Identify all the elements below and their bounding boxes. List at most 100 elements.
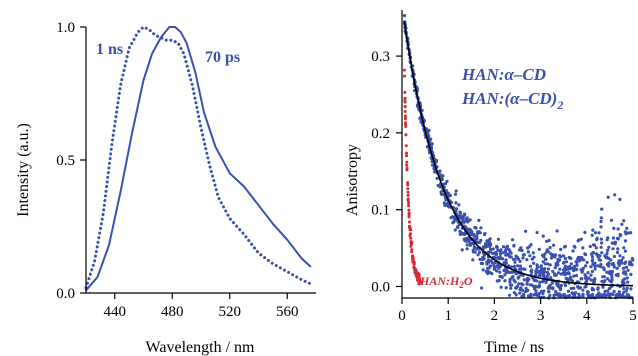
anisotropy-point-cd — [552, 243, 556, 247]
anisotropy-point-cd — [503, 273, 507, 277]
anisotropy-point-cd — [488, 250, 492, 254]
anisotropy-point-cd — [610, 273, 614, 277]
anisotropy-point-cd — [542, 255, 546, 259]
anisotropy-point-cd — [585, 279, 589, 283]
anisotropy-point-cd — [562, 269, 566, 273]
anisotropy-point-cd — [513, 280, 517, 284]
anisotropy-point-cd — [624, 265, 629, 269]
anisotropy-point-cd — [543, 257, 548, 261]
anisotropy-point-cd — [521, 256, 525, 260]
anisotropy-point-cd — [491, 247, 495, 251]
anisotropy-point-cd — [617, 263, 621, 267]
anisotropy-point-cd — [586, 290, 590, 294]
anisotropy-point-cd — [590, 252, 594, 256]
anisotropy-point-cd — [566, 289, 571, 293]
anisotropy-point-cd — [550, 281, 554, 285]
anisotropy-point-cd — [433, 170, 437, 174]
anisotropy-point-cd — [481, 261, 485, 266]
anisotropy-point-h2o — [404, 144, 408, 148]
anisotropy-point-cd — [523, 267, 527, 271]
anisotropy-point-cd — [558, 254, 562, 258]
right-y-tick-label: 0.2 — [371, 126, 390, 142]
anisotropy-point-cd — [599, 219, 603, 224]
left-annotation-70ps: 70 ps — [205, 49, 240, 66]
anisotropy-point-cd — [501, 257, 505, 261]
anisotropy-point-cd — [454, 189, 458, 193]
anisotropy-point-cd — [623, 249, 628, 253]
legend-han-alpha-cd: HAN:α–CD — [461, 65, 546, 84]
anisotropy-point-cd — [509, 265, 513, 269]
anisotropy-point-cd — [522, 253, 526, 257]
anisotropy-point-cd — [625, 226, 629, 230]
anisotropy-point-cd — [508, 278, 512, 282]
anisotropy-point-cd — [497, 249, 502, 253]
anisotropy-point-cd — [471, 258, 475, 262]
anisotropy-point-cd — [615, 266, 619, 270]
anisotropy-point-h2o — [408, 234, 412, 238]
anisotropy-point-cd — [499, 285, 503, 289]
anisotropy-point-cd — [489, 247, 493, 251]
anisotropy-point-cd — [442, 193, 446, 197]
left-x-axis-title: Wavelength / nm — [146, 339, 255, 356]
anisotropy-point-cd — [488, 237, 492, 241]
anisotropy-point-cd — [475, 235, 479, 239]
anisotropy-point-cd — [430, 163, 435, 167]
anisotropy-point-h2o — [409, 236, 413, 240]
left-x-tick-label: 480 — [161, 304, 184, 320]
anisotropy-point-cd — [561, 254, 566, 258]
anisotropy-point-cd — [543, 267, 547, 271]
anisotropy-point-cd — [450, 215, 454, 219]
anisotropy-point-h2o — [406, 193, 410, 197]
anisotropy-point-cd — [548, 263, 552, 267]
anisotropy-point-cd — [602, 275, 606, 279]
anisotropy-point-cd — [624, 272, 628, 276]
anisotropy-point-h2o — [411, 258, 415, 261]
anisotropy-point-h2o — [407, 212, 411, 216]
anisotropy-point-cd — [537, 285, 541, 289]
anisotropy-point-cd — [562, 292, 566, 297]
anisotropy-point-cd — [575, 263, 579, 267]
anisotropy-point-cd — [587, 276, 591, 280]
anisotropy-point-cd — [547, 285, 551, 289]
anisotropy-point-cd — [495, 279, 499, 283]
anisotropy-point-cd — [519, 286, 523, 291]
anisotropy-point-cd — [544, 280, 548, 284]
anisotropy-point-h2o — [405, 151, 408, 155]
anisotropy-point-cd — [563, 256, 568, 261]
anisotropy-point-cd — [622, 270, 626, 274]
anisotropy-point-cd — [478, 257, 482, 261]
anisotropy-point-cd — [504, 286, 508, 290]
anisotropy-point-cd — [452, 220, 456, 224]
right-x-tick-label: 1 — [444, 308, 452, 324]
anisotropy-point-cd — [494, 250, 498, 255]
anisotropy-point-cd — [594, 246, 598, 250]
anisotropy-point-h2o — [410, 250, 414, 254]
anisotropy-point-cd — [614, 273, 618, 277]
anisotropy-point-cd — [556, 257, 560, 261]
anisotropy-point-cd — [626, 280, 630, 284]
anisotropy-point-cd — [562, 245, 567, 249]
fit-curve — [403, 21, 633, 287]
anisotropy-point-cd — [619, 233, 623, 237]
anisotropy-point-cd — [454, 201, 458, 205]
anisotropy-point-cd — [508, 250, 512, 254]
anisotropy-point-cd — [512, 291, 517, 295]
anisotropy-point-cd — [551, 269, 555, 273]
left-axis-lines — [85, 27, 316, 294]
anisotropy-point-cd — [445, 179, 449, 183]
anisotropy-point-cd — [613, 193, 617, 197]
anisotropy-point-cd — [564, 276, 568, 281]
anisotropy-point-cd — [576, 285, 580, 289]
anisotropy-point-cd — [508, 280, 512, 284]
right-x-tick-label: 4 — [583, 308, 591, 324]
right-y-tick-label: 0.0 — [371, 279, 390, 295]
anisotropy-point-cd — [504, 258, 508, 262]
anisotropy-point-cd — [532, 261, 536, 265]
anisotropy-point-cd — [448, 193, 452, 198]
right-y-tick-label: 0.1 — [371, 203, 390, 219]
anisotropy-point-cd — [468, 243, 472, 247]
left-y-tick-label: 0.0 — [56, 286, 75, 302]
anisotropy-point-h2o — [403, 96, 407, 100]
anisotropy-point-cd — [476, 253, 480, 257]
anisotropy-point-cd — [501, 245, 506, 249]
